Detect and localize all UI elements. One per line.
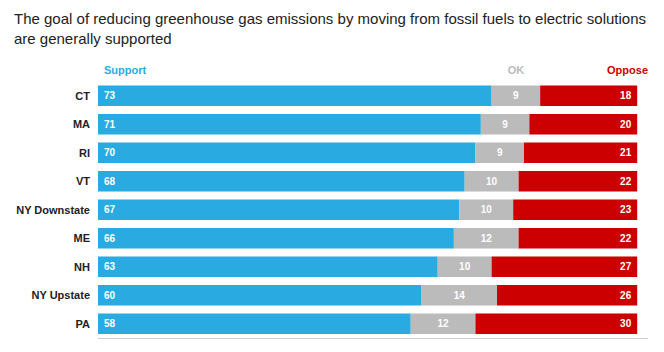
bar-segment — [481, 114, 530, 135]
data-label: 73 — [104, 90, 116, 101]
data-label: 68 — [104, 176, 116, 187]
data-label: 58 — [104, 318, 116, 329]
data-label: 14 — [454, 290, 466, 301]
bar-segment — [519, 228, 638, 249]
data-label: 22 — [620, 233, 632, 244]
data-label: 60 — [104, 290, 116, 301]
bar-segment — [438, 256, 492, 277]
bar-segment — [98, 313, 411, 334]
data-label: 66 — [104, 233, 116, 244]
data-label: 67 — [104, 204, 116, 215]
bar-segment — [98, 228, 454, 249]
data-label: 9 — [513, 90, 519, 101]
bar-segment — [465, 171, 519, 192]
bar-segment — [475, 142, 524, 163]
bar-segment — [98, 199, 459, 220]
bar-segment — [492, 85, 541, 106]
bar-segment — [513, 199, 637, 220]
data-label: 70 — [104, 147, 116, 158]
data-label: 30 — [620, 318, 632, 329]
category-label: CT — [75, 90, 90, 102]
data-label: 20 — [620, 119, 632, 130]
category-label: ME — [74, 232, 91, 244]
title-line: are generally supported — [14, 30, 172, 47]
data-label: 12 — [438, 318, 450, 329]
category-label: NY Upstate — [32, 289, 90, 301]
chart-svg: The goal of reducing greenhouse gas emis… — [0, 0, 664, 352]
data-label: 12 — [481, 233, 493, 244]
data-label: 27 — [620, 261, 632, 272]
data-label: 9 — [502, 119, 508, 130]
bar-segment — [98, 256, 438, 277]
bar-segment — [497, 285, 637, 306]
data-label: 63 — [104, 261, 116, 272]
bar-segment — [98, 171, 465, 192]
title: The goal of reducing greenhouse gas emis… — [14, 10, 646, 47]
data-label: 10 — [486, 176, 498, 187]
bar-segment — [524, 142, 637, 163]
series-header: OK — [508, 64, 525, 76]
bar-segment — [98, 142, 475, 163]
bar-segment — [454, 228, 519, 249]
data-label: 23 — [620, 204, 632, 215]
category-label: PA — [76, 318, 91, 330]
series-header: Support — [104, 64, 146, 76]
data-label: 21 — [620, 147, 632, 158]
data-label: 9 — [497, 147, 503, 158]
labels: 73 9 18 CT 71 9 20 MA 70 9 21 RI 68 10 22 VT 67 10 23 NY Do… — [16, 64, 648, 330]
data-label: 71 — [104, 119, 116, 130]
data-label: 26 — [620, 290, 632, 301]
x-axis-line — [98, 338, 648, 339]
chart-container: The goal of reducing greenhouse gas emis… — [0, 0, 664, 352]
data-label: 10 — [459, 261, 471, 272]
title-line: The goal of reducing greenhouse gas emis… — [14, 10, 646, 27]
data-label: 10 — [481, 204, 493, 215]
category-label: RI — [79, 147, 90, 159]
bar-segment — [411, 313, 476, 334]
bar-segment — [98, 114, 481, 135]
category-label: NH — [74, 261, 90, 273]
data-label: 18 — [620, 90, 632, 101]
bar-segment — [475, 313, 637, 334]
bar-segment — [98, 85, 492, 106]
category-label: MA — [73, 118, 90, 130]
bar-segment — [519, 171, 638, 192]
bar-segment — [529, 114, 637, 135]
bar-segment — [540, 85, 637, 106]
series-header: Oppose — [607, 64, 648, 76]
category-label: VT — [76, 175, 90, 187]
category-label: NY Downstate — [16, 204, 90, 216]
bars — [98, 85, 637, 334]
data-label: 22 — [620, 176, 632, 187]
bar-segment — [492, 256, 638, 277]
bar-segment — [459, 199, 513, 220]
bar-segment — [422, 285, 497, 306]
bar-segment — [98, 285, 422, 306]
